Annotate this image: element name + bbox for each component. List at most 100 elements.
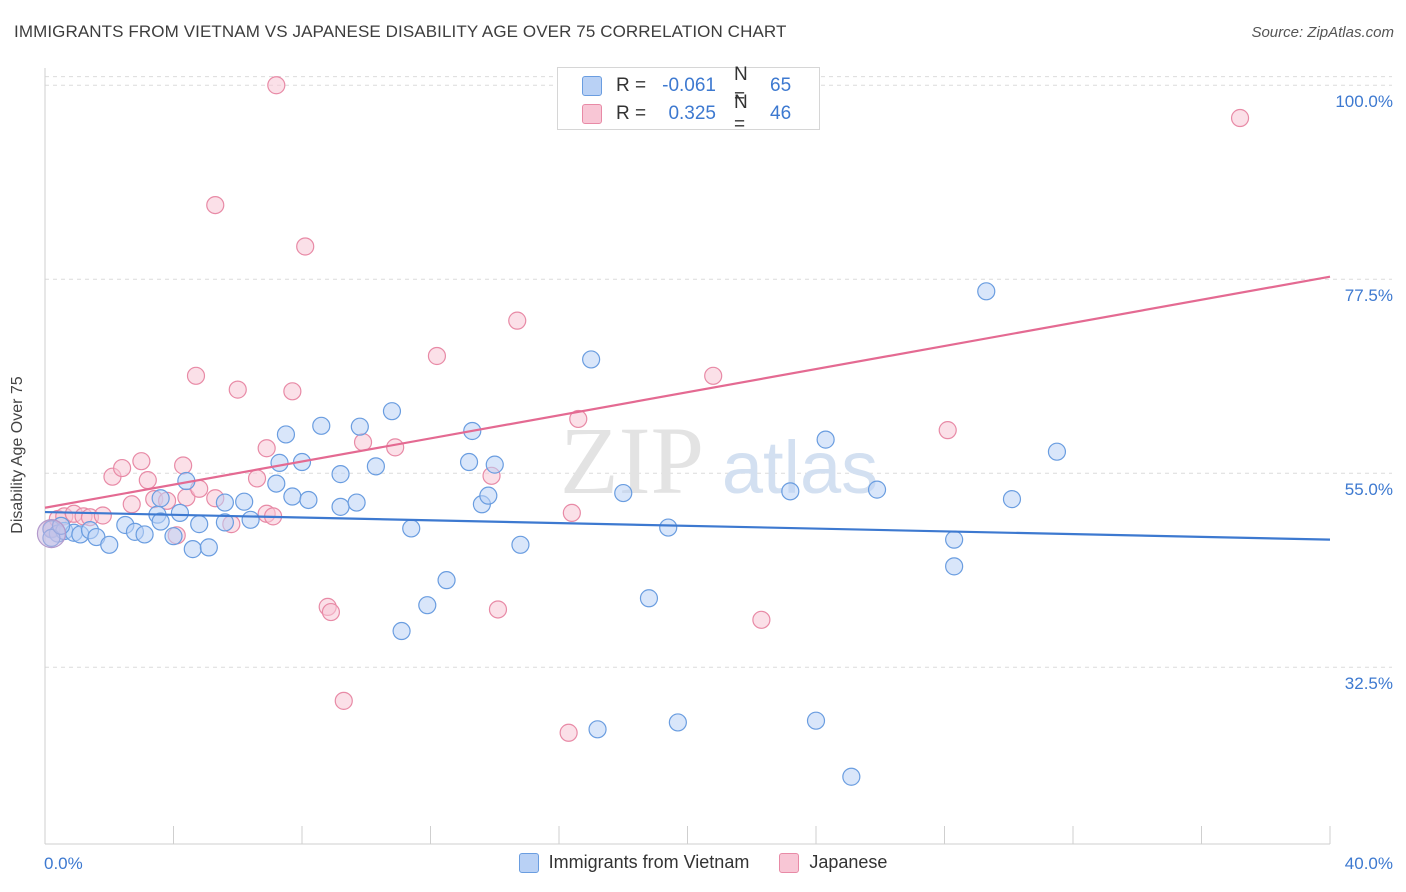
- vietnam-point: [582, 350, 601, 369]
- legend-label-vietnam: Immigrants from Vietnam: [548, 852, 750, 872]
- vietnam-point: [331, 497, 350, 516]
- vietnam-point: [392, 621, 411, 641]
- japanese-point: [267, 76, 286, 95]
- vietnam-point: [437, 571, 456, 590]
- vietnam-point: [459, 452, 479, 472]
- vietnam-point: [270, 453, 289, 472]
- vietnam-point: [267, 474, 286, 493]
- vietnam-point: [190, 515, 209, 534]
- vietnam-point: [867, 480, 887, 499]
- japanese-point: [93, 506, 112, 525]
- stats-legend: R = -0.061 N = 65 R = 0.325 N = 46: [557, 64, 820, 135]
- vietnam-point: [382, 402, 402, 421]
- vietnam-point: [299, 490, 318, 510]
- japanese-point: [186, 366, 206, 385]
- vietnam-point: [479, 486, 498, 505]
- japanese-point: [1230, 108, 1250, 128]
- vietnam-point: [164, 527, 183, 546]
- japanese-point: [704, 366, 723, 385]
- japanese-point: [247, 469, 267, 488]
- japanese-point: [752, 610, 771, 629]
- vietnam-point: [588, 720, 607, 739]
- tick-labels: 32.5% 55.0% 77.5% 100.0% 0.0% 40.0%: [44, 92, 1393, 873]
- japanese-point: [112, 458, 132, 478]
- japanese-point: [132, 452, 151, 471]
- vietnam-point: [659, 518, 678, 537]
- vietnam-point: [170, 503, 190, 523]
- vietnam-point: [842, 767, 861, 786]
- japanese-point: [508, 311, 527, 330]
- vietnam-point: [945, 530, 964, 549]
- watermark-atlas: atlas: [722, 426, 878, 509]
- legend-swatch-japanese: [779, 852, 800, 873]
- japanese-point: [321, 602, 341, 622]
- vietnam-point: [331, 465, 350, 484]
- vietnam-point: [977, 282, 996, 301]
- vietnam-trend-line: [44, 510, 1331, 541]
- watermark: ZIP atlas: [560, 407, 878, 514]
- r-label: R =: [616, 103, 647, 124]
- vietnam-point: [199, 538, 218, 557]
- axes: [44, 68, 1331, 845]
- vietnam-point: [241, 510, 260, 529]
- cluster-point: [36, 518, 67, 549]
- legend-item-japanese[interactable]: Japanese: [779, 852, 887, 873]
- vietnam-point: [1002, 490, 1022, 509]
- vietnam-point: [151, 512, 170, 531]
- vietnam-point: [215, 493, 234, 512]
- japanese-point: [427, 346, 447, 366]
- vietnam-point: [215, 513, 234, 532]
- vietnam-point: [614, 483, 633, 503]
- japanese-point: [386, 438, 405, 457]
- japanese-point: [257, 439, 276, 458]
- vietnam-point: [1047, 442, 1067, 461]
- trend-lines: [44, 275, 1331, 541]
- japanese-point: [174, 456, 193, 475]
- vietnam-point: [485, 455, 504, 474]
- legend-swatch-vietnam: [582, 76, 602, 96]
- vietnam-point: [668, 713, 687, 732]
- legend-swatch-japanese: [582, 104, 602, 124]
- japanese-point: [488, 600, 508, 619]
- series-legend: Immigrants from Vietnam Japanese: [0, 852, 1406, 873]
- r-value: 0.325: [668, 103, 716, 124]
- vietnam-point: [350, 417, 369, 436]
- n-value: 46: [770, 103, 792, 124]
- vietnam-point: [418, 596, 437, 615]
- r-label: R =: [616, 75, 647, 96]
- r-value: -0.061: [662, 75, 716, 96]
- vietnam-point: [511, 535, 530, 554]
- vietnam-point: [235, 492, 254, 511]
- x-tick-label: 40.0%: [1345, 854, 1393, 873]
- vietnam-point: [781, 482, 800, 501]
- legend-item-vietnam[interactable]: Immigrants from Vietnam: [518, 852, 750, 873]
- japanese-point: [569, 409, 588, 429]
- vietnam-point: [100, 535, 119, 554]
- vietnam-point: [183, 540, 202, 559]
- vietnam-point: [639, 589, 659, 608]
- n-label: N =: [734, 92, 748, 135]
- japanese-point: [353, 433, 373, 452]
- data-points: [36, 76, 1250, 786]
- japanese-point: [138, 471, 157, 490]
- legend-swatch-vietnam: [518, 852, 539, 873]
- vietnam-point: [151, 489, 170, 508]
- japanese-point: [938, 421, 957, 440]
- japanese-point: [122, 495, 141, 514]
- y-tick-label: 32.5%: [1345, 674, 1393, 693]
- vietnam-point: [312, 416, 331, 435]
- chart-title: IMMIGRANTS FROM VIETNAM VS JAPANESE DISA…: [14, 22, 787, 41]
- vietnam-point: [283, 487, 302, 506]
- y-tick-label: 77.5%: [1345, 286, 1393, 305]
- vietnam-point: [402, 519, 421, 538]
- vietnam-point: [276, 425, 296, 444]
- vietnam-point: [135, 525, 154, 544]
- japanese-point: [283, 382, 302, 401]
- legend-label-japanese: Japanese: [809, 852, 888, 872]
- vietnam-point: [806, 711, 826, 730]
- japanese-point: [228, 380, 247, 399]
- n-value: 65: [770, 75, 792, 96]
- japanese-point: [334, 691, 353, 710]
- vietnam-point: [366, 457, 385, 476]
